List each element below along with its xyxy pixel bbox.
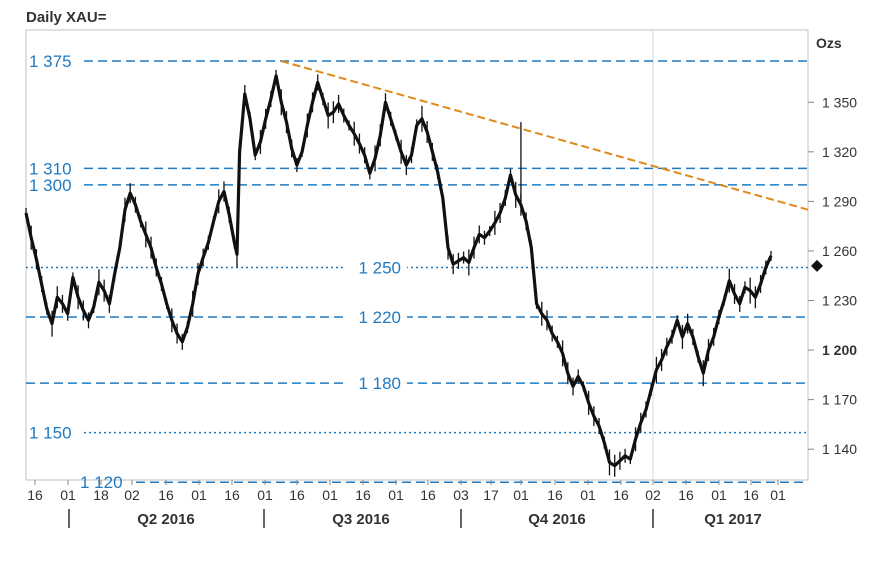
level-label-bg	[345, 307, 407, 328]
x-tick-label: 01	[513, 487, 529, 503]
last-price-marker-layer	[811, 259, 823, 272]
x-tick-label: 16	[420, 487, 436, 503]
y-tick-label: 1 140	[822, 441, 857, 457]
plot-area	[25, 29, 809, 481]
x-tick-label: 17	[483, 487, 499, 503]
resistance-trendline	[280, 60, 809, 211]
x-tick-label: 16	[547, 487, 563, 503]
level-label-1180: 1 180	[358, 374, 401, 393]
level-label-1310: 1 310	[29, 159, 72, 178]
x-tick-label: 16	[27, 487, 43, 503]
y-tick-label: 1 230	[822, 293, 857, 309]
x-tick-label: 02	[124, 487, 140, 503]
level-label-1220: 1 220	[358, 308, 401, 327]
x-tick-label: 16	[158, 487, 174, 503]
x-tick-label: 16	[289, 487, 305, 503]
x-tick-label: 01	[60, 487, 76, 503]
x-tick-label: 01	[770, 487, 786, 503]
y-tick-label: 1 260	[822, 243, 857, 259]
quarter-label: Q4 2016	[528, 511, 586, 528]
level-label-1300: 1 300	[29, 176, 72, 195]
x-tick-label: 01	[388, 487, 404, 503]
y-tick-label: 1 290	[822, 193, 857, 209]
chart-title: Daily XAU=	[26, 9, 107, 26]
y-tick-label: 1 350	[822, 94, 857, 110]
level-label-1250: 1 250	[358, 258, 401, 277]
y-tick-label: 1 200	[822, 342, 857, 358]
x-tick-label: 16	[678, 487, 694, 503]
x-tick-label: 03	[453, 487, 469, 503]
level-label-bg	[345, 373, 407, 394]
price-series	[24, 69, 773, 477]
level-label-1375: 1 375	[29, 52, 72, 71]
x-tick-label: 01	[191, 487, 207, 503]
last-price-marker	[811, 259, 823, 272]
x-tick-label: 18	[93, 487, 109, 503]
y-tick-label: 1 170	[822, 392, 857, 408]
x-tick-label: 01	[322, 487, 338, 503]
trendline-layer	[280, 60, 809, 211]
x-tick-label: 02	[645, 487, 661, 503]
quarter-label: Q2 2016	[137, 511, 195, 528]
x-tick-label: 16	[355, 487, 371, 503]
quarter-label: Q1 2017	[704, 511, 762, 528]
x-tick-label: 16	[613, 487, 629, 503]
x-tick-label: 16	[743, 487, 759, 503]
y-axis-unit: Ozs	[816, 35, 842, 51]
quarter-label: Q3 2016	[332, 511, 390, 528]
x-tick-label: 16	[224, 487, 240, 503]
level-label-bg	[345, 257, 407, 278]
level-label-1150: 1 150	[29, 424, 72, 443]
x-axis: 16 01 18 02 16 01 16 01 16 01 16 01 16 03 17 01 16 01 16 02…	[27, 480, 786, 528]
x-tick-label: 01	[580, 487, 596, 503]
y-tick-label: 1 320	[822, 144, 857, 160]
x-tick-label: 01	[257, 487, 273, 503]
y-axis: 1 140 1 170 1 200 1 230 1 260 1 290 1 320 1 350	[808, 94, 857, 457]
x-tick-label: 01	[711, 487, 727, 503]
